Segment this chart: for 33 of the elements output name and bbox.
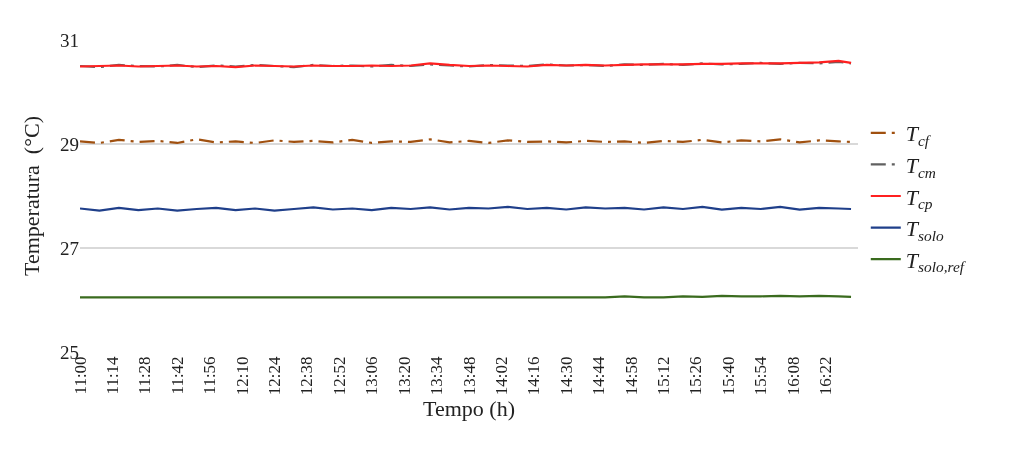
x-tick-label: 13:34 [427,355,447,396]
y-tick-label: 29 [60,133,79,155]
x-tick-label: 12:38 [297,356,317,396]
x-tick-label: 15:40 [718,356,738,396]
x-axis-title: Tempo (h) [423,396,515,422]
x-tick-label: 15:26 [686,356,706,396]
y-tick-label: 31 [60,29,79,51]
x-tick-label: 14:58 [621,356,641,396]
x-tick-label: 15:12 [654,356,674,396]
x-tick-label: 16:22 [816,356,836,396]
x-tick-label: 16:08 [783,356,803,396]
legend-label: T$_{solo}$ [905,216,944,244]
legend-label: T$_{solo,ref}$ [905,247,967,276]
x-tick-label: 11:28 [135,356,155,395]
x-tick-label: 14:02 [491,356,511,396]
x-tick-label: 12:24 [265,355,285,396]
x-tick-label: 14:30 [556,356,576,396]
x-tick-label: 11:56 [200,356,220,395]
legend-label: T$_{cm}$ [905,152,936,181]
legend-label: T$_{cp}$ [905,184,933,213]
y-tick-label: 27 [60,237,79,259]
x-tick-label: 13:48 [459,356,479,396]
x-tick-label: 15:54 [751,355,771,396]
x-tick-label: 14:16 [524,356,544,396]
x-tick-label: 11:14 [102,355,122,395]
x-tick-label: 12:52 [329,356,349,396]
x-tick-label: 12:10 [232,356,252,396]
y-axis-title: Temperatura (°C) [18,116,44,276]
x-tick-label: 11:42 [167,356,187,395]
x-tick-label: 13:20 [394,356,414,396]
x-tick-label: 13:06 [362,356,382,396]
legend-label: T$_{cf}$ [905,121,932,149]
x-tick-label: 14:44 [589,355,609,396]
